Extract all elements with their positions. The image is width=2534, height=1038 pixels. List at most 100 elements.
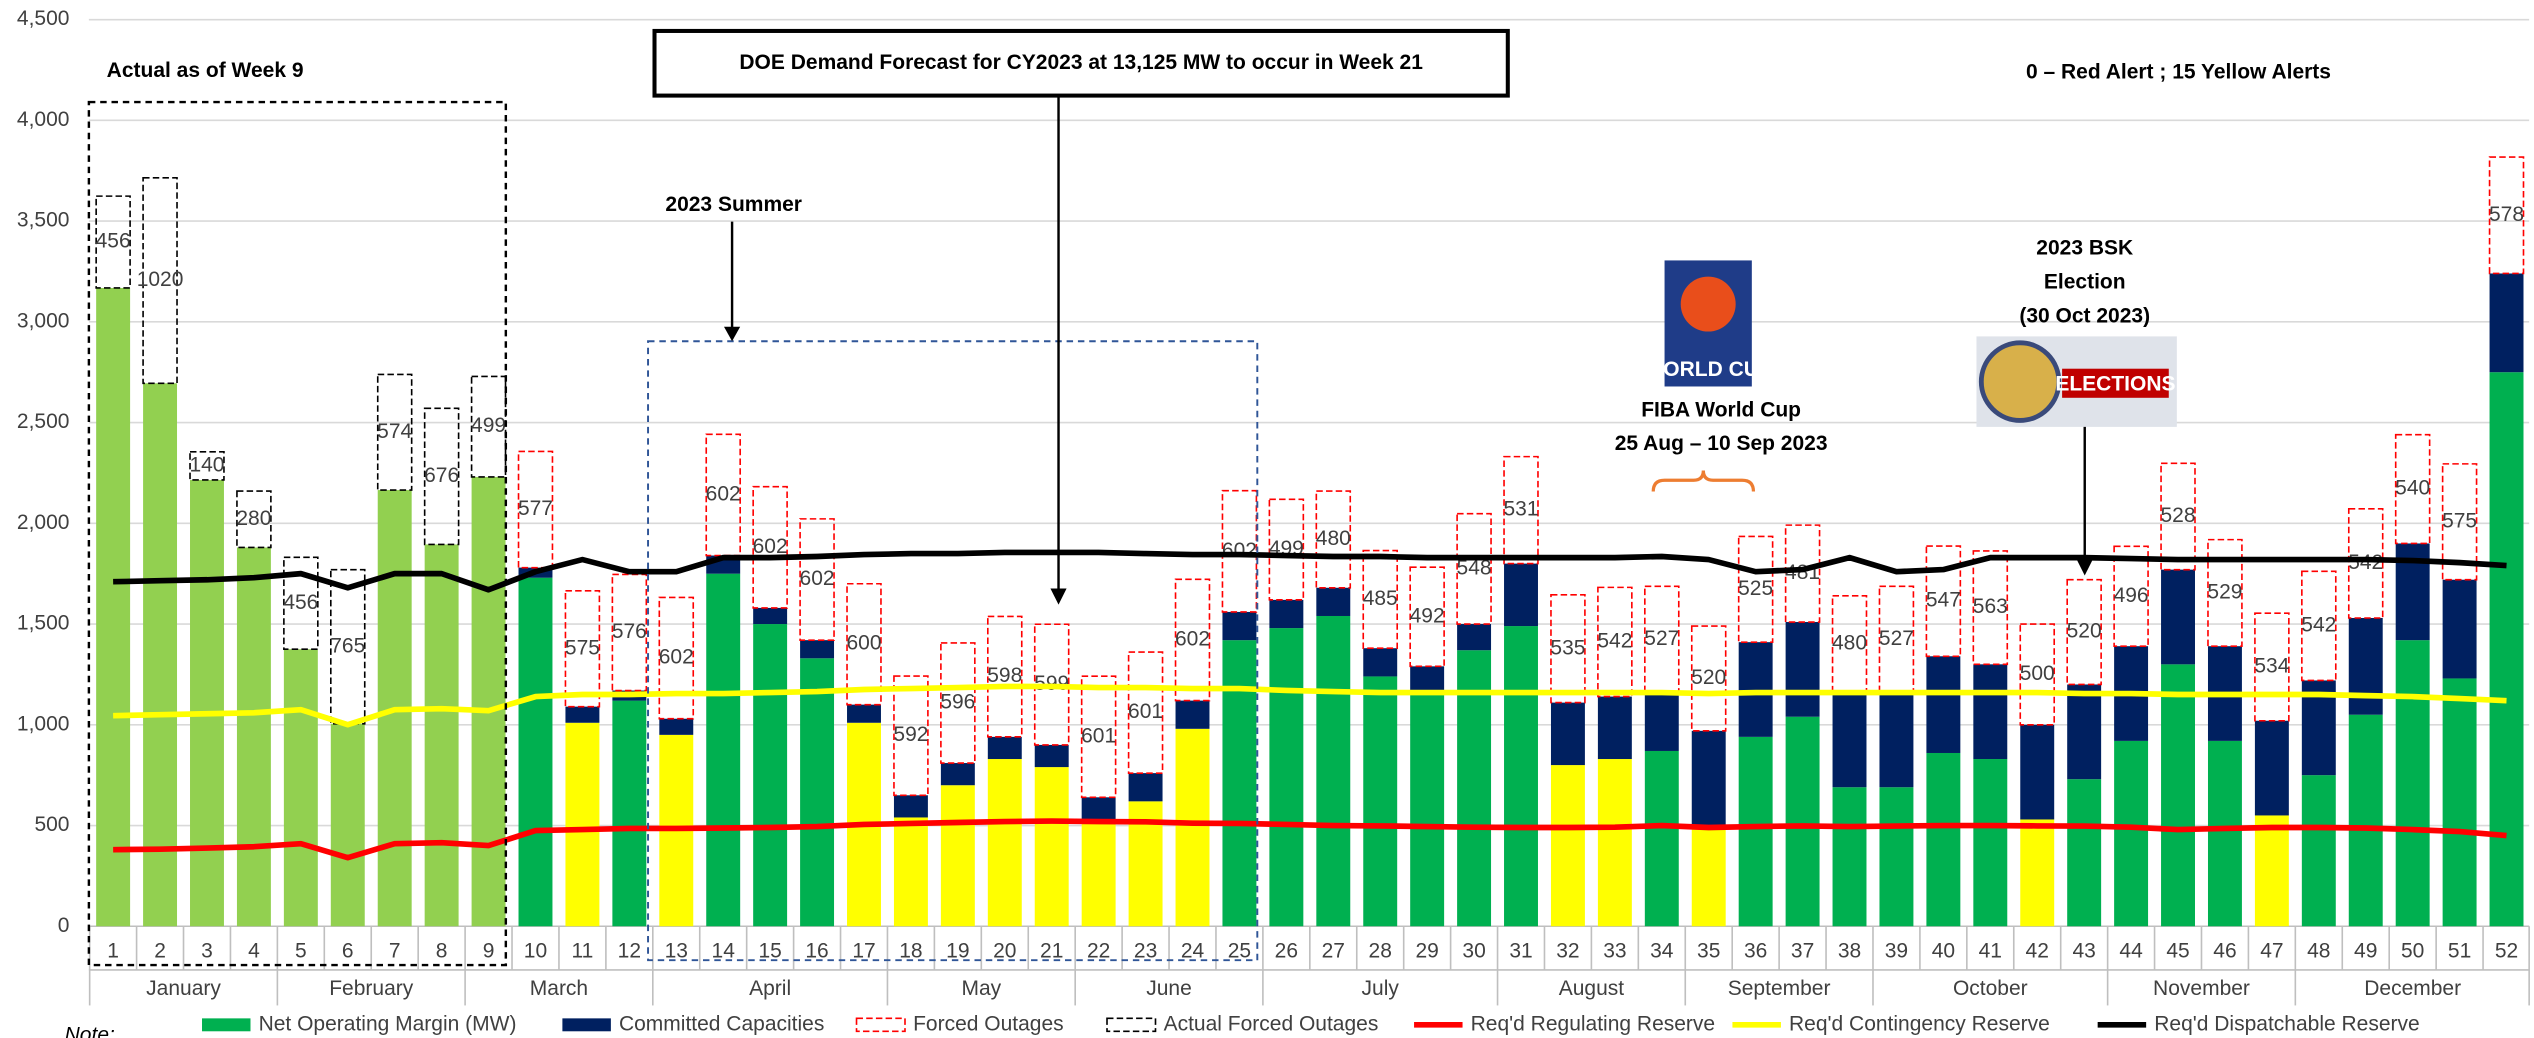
bar-net-operating-margin — [1316, 615, 1351, 927]
outage-value-label: 577 — [518, 497, 553, 520]
bar-outage — [2207, 538, 2243, 648]
outage-value-label: 500 — [2020, 662, 2055, 685]
month-label: May — [961, 977, 1001, 1000]
bar-committed — [1457, 624, 1492, 651]
x-tick-label: 13 — [665, 940, 688, 963]
x-tick-label: 8 — [436, 940, 448, 963]
outage-value-label: 596 — [940, 691, 975, 714]
bar-net-operating-margin — [612, 700, 647, 927]
x-tick-label: 3 — [201, 940, 213, 963]
legend-label: Req'd Regulating Reserve — [1471, 1012, 1715, 1035]
bar-outage — [470, 375, 507, 478]
bar-net-operating-margin — [1363, 676, 1398, 927]
bar-outage — [2441, 463, 2478, 581]
outage-value-label: 485 — [1363, 587, 1398, 610]
bar-net-operating-margin — [2442, 678, 2477, 927]
outage-value-label: 548 — [1457, 556, 1492, 579]
x-tick-label: 30 — [1462, 940, 1485, 963]
x-tick-label: 16 — [805, 940, 828, 963]
bar-outage — [2160, 462, 2196, 571]
x-tick-label: 28 — [1369, 940, 1392, 963]
month-label: June — [1146, 977, 1192, 1000]
bar-net-operating-margin — [190, 479, 224, 927]
outage-value-label: 575 — [565, 636, 600, 659]
y-tick-label: 1,000 — [17, 712, 70, 735]
bar-net-operating-margin — [1081, 819, 1116, 927]
bar-net-operating-margin — [2207, 740, 2242, 927]
bar-committed — [1785, 622, 1820, 717]
bar-net-operating-margin — [2348, 714, 2383, 927]
bar-net-operating-margin — [1691, 829, 1726, 927]
outage-value-label: 528 — [2160, 504, 2195, 527]
outage-value-label: 765 — [330, 634, 365, 657]
bar-net-operating-margin — [1222, 640, 1257, 927]
bar-committed — [1973, 664, 2008, 760]
bar-committed — [2020, 724, 2055, 820]
fiba-logo-ball — [1680, 276, 1736, 332]
x-tick-label: 46 — [2213, 940, 2236, 963]
bar-outage — [1550, 594, 1586, 704]
bsk-logo-banner — [2062, 368, 2169, 398]
outage-value-label: 600 — [846, 632, 881, 655]
bar-outage — [376, 373, 413, 491]
bar-net-operating-margin — [1034, 767, 1069, 927]
fiba-bracket — [1651, 470, 1756, 492]
bar-outage — [2019, 623, 2056, 726]
bsk-arrow-head — [2076, 559, 2093, 576]
bar-committed — [800, 640, 835, 659]
legend-swatch — [855, 1017, 906, 1033]
month-label: March — [530, 977, 588, 1000]
x-tick-label: 31 — [1509, 940, 1532, 963]
fiba-dates: 25 Aug – 10 Sep 2023 — [1615, 432, 1828, 455]
x-tick-label: 18 — [899, 940, 922, 963]
bar-net-operating-margin — [2161, 664, 2195, 927]
outage-value-label: 592 — [893, 723, 928, 746]
bar-net-operating-margin — [1410, 692, 1445, 927]
summer-arrow-head — [724, 326, 741, 342]
x-tick-label: 14 — [712, 940, 736, 963]
outage-value-label: 456 — [283, 591, 318, 614]
bar-net-operating-margin — [1738, 736, 1773, 927]
outage-value-label: 480 — [1832, 632, 1867, 655]
bar-net-operating-margin — [800, 658, 835, 927]
bar-outage — [1456, 512, 1492, 625]
bar-outage — [611, 573, 648, 692]
outage-value-label: 601 — [1081, 724, 1116, 747]
legend-label: Req'd Contingency Reserve — [1789, 1012, 2050, 1035]
bar-committed — [1081, 797, 1116, 820]
x-tick-label: 21 — [1040, 940, 1063, 963]
y-tick-label: 4,500 — [17, 7, 70, 30]
legend-label: Committed Capacities — [619, 1012, 824, 1035]
x-tick-label: 17 — [852, 940, 875, 963]
bar-committed — [987, 736, 1022, 760]
y-tick-label: 3,500 — [17, 209, 70, 232]
outage-value-label: 575 — [2442, 509, 2477, 532]
outage-value-label: 499 — [471, 414, 506, 437]
bar-committed — [1175, 700, 1210, 729]
legend-label: Net Operating Margin (MW) — [259, 1012, 517, 1035]
month-label: November — [2153, 977, 2250, 1000]
bar-outage — [2394, 433, 2431, 545]
y-tick-label: 3,000 — [17, 309, 70, 332]
bar-outage — [2347, 507, 2384, 619]
bar-committed — [893, 795, 928, 818]
x-tick-label: 37 — [1791, 940, 1814, 963]
x-tick-label: 34 — [1650, 940, 1674, 963]
bar-net-operating-margin — [987, 759, 1022, 927]
bar-outage — [940, 642, 976, 764]
month-label: December — [2364, 977, 2461, 1000]
bar-outage — [142, 176, 178, 385]
x-tick-label: 49 — [2354, 940, 2377, 963]
bar-committed — [2067, 684, 2102, 780]
x-tick-label: 50 — [2401, 940, 2424, 963]
x-tick-label: 51 — [2448, 940, 2471, 963]
bar-committed — [659, 718, 694, 735]
x-tick-label: 44 — [2119, 940, 2143, 963]
bar-committed — [2442, 579, 2477, 679]
bar-net-operating-margin — [1973, 759, 2008, 927]
bar-net-operating-margin — [1644, 750, 1679, 927]
bar-net-operating-margin — [1550, 765, 1585, 927]
forecast-arrow-head — [1050, 588, 1067, 605]
legend-label: Actual Forced Outages — [1164, 1012, 1379, 1035]
